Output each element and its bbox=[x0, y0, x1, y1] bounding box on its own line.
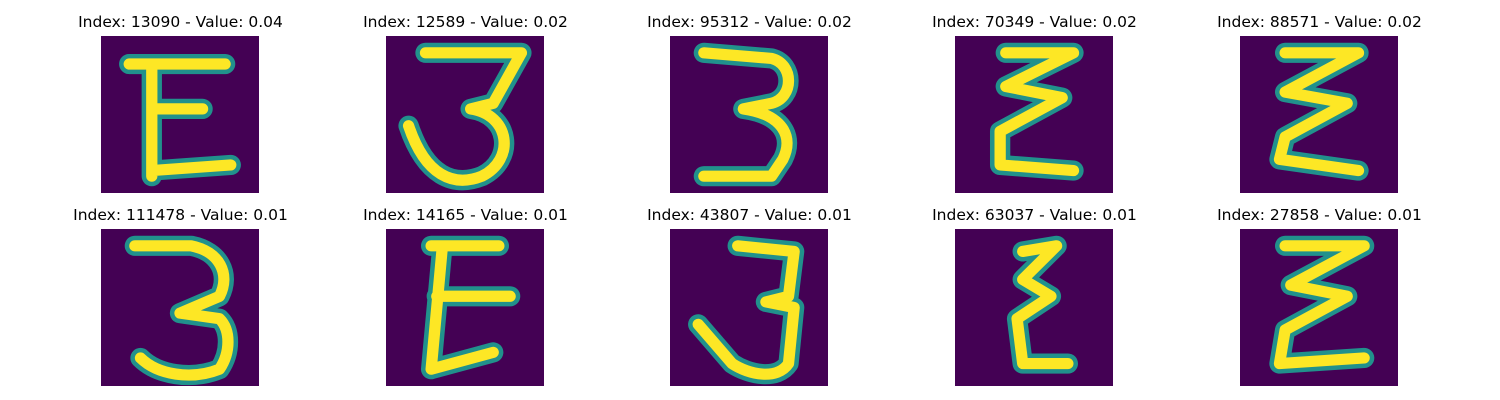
grid-cell-1: Index: 13090 - Value: 0.04 bbox=[38, 12, 323, 193]
cell-title: Index: 88571 - Value: 0.02 bbox=[1217, 13, 1422, 31]
grid-cell-10: Index: 27858 - Value: 0.01 bbox=[1177, 205, 1462, 386]
grid-cell-4: Index: 70349 - Value: 0.02 bbox=[892, 12, 1177, 193]
digit-image bbox=[1240, 229, 1398, 386]
digit-image bbox=[670, 229, 828, 386]
grid-cell-9: Index: 63037 - Value: 0.01 bbox=[892, 205, 1177, 386]
digit-image bbox=[101, 36, 259, 193]
cell-title: Index: 63037 - Value: 0.01 bbox=[932, 206, 1137, 224]
grid-cell-7: Index: 14165 - Value: 0.01 bbox=[323, 205, 608, 386]
digit-image bbox=[955, 36, 1113, 193]
cell-title: Index: 14165 - Value: 0.01 bbox=[363, 206, 568, 224]
digit-image bbox=[670, 36, 828, 193]
grid-cell-8: Index: 43807 - Value: 0.01 bbox=[607, 205, 892, 386]
grid-cell-5: Index: 88571 - Value: 0.02 bbox=[1177, 12, 1462, 193]
grid-cell-6: Index: 111478 - Value: 0.01 bbox=[38, 205, 323, 386]
grid-cell-2: Index: 12589 - Value: 0.02 bbox=[323, 12, 608, 193]
cell-title: Index: 13090 - Value: 0.04 bbox=[78, 13, 283, 31]
cell-title: Index: 95312 - Value: 0.02 bbox=[647, 13, 852, 31]
digit-image bbox=[386, 36, 544, 193]
digit-image bbox=[101, 229, 259, 386]
cell-title: Index: 111478 - Value: 0.01 bbox=[73, 206, 288, 224]
digit-image bbox=[955, 229, 1113, 386]
cell-title: Index: 27858 - Value: 0.01 bbox=[1217, 206, 1422, 224]
digit-image bbox=[1240, 36, 1398, 193]
cell-title: Index: 12589 - Value: 0.02 bbox=[363, 13, 568, 31]
cell-title: Index: 70349 - Value: 0.02 bbox=[932, 13, 1137, 31]
grid-cell-3: Index: 95312 - Value: 0.02 bbox=[607, 12, 892, 193]
digit-image bbox=[386, 229, 544, 386]
cell-title: Index: 43807 - Value: 0.01 bbox=[647, 206, 852, 224]
